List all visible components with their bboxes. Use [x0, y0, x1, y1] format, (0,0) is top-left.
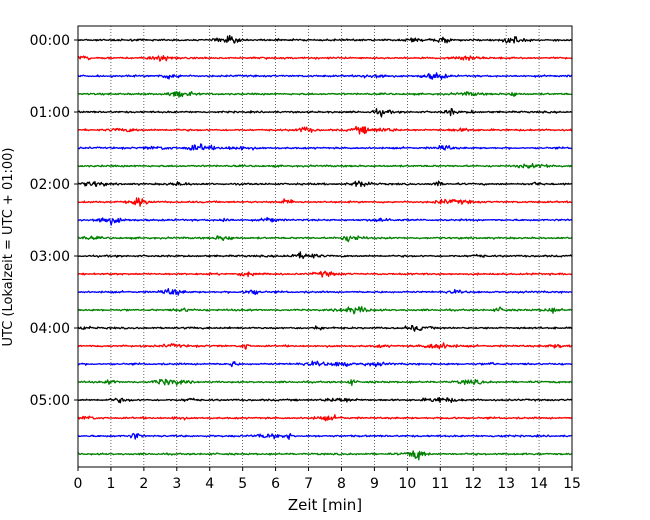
trace-line — [77, 143, 573, 151]
x-tick-label: 3 — [172, 476, 181, 492]
x-tick-label: 8 — [337, 476, 346, 492]
y-tick-label: 03:00 — [30, 249, 70, 265]
trace-line — [77, 270, 573, 278]
y-tick-label: 05:00 — [30, 393, 70, 409]
trace-line — [77, 55, 573, 62]
y-tick-label: 00:00 — [30, 33, 70, 49]
trace-line — [77, 125, 573, 135]
x-tick-label: 2 — [139, 476, 148, 492]
trace-line — [77, 216, 573, 226]
trace-line — [77, 162, 573, 169]
trace-line — [77, 287, 573, 296]
trace-series — [77, 34, 573, 461]
x-axis-label: Zeit [min] — [288, 496, 362, 514]
y-tick-label: 01:00 — [30, 105, 70, 121]
x-tick-label: 12 — [464, 476, 482, 492]
y-axis: 00:00 01:00 02:00 03:00 04:00 05:00 — [30, 33, 78, 409]
x-tick-label: 0 — [74, 476, 83, 492]
trace-line — [77, 251, 573, 260]
x-tick-label: 13 — [497, 476, 515, 492]
trace-line — [77, 90, 573, 98]
x-tick-label: 4 — [205, 476, 214, 492]
trace-line — [77, 235, 573, 243]
trace-line — [77, 72, 573, 80]
x-tick-label: 14 — [530, 476, 548, 492]
trace-line — [77, 360, 573, 368]
trace-line — [77, 180, 573, 188]
trace-line — [77, 396, 573, 404]
x-tick-label: 10 — [398, 476, 416, 492]
trace-line — [77, 432, 573, 440]
x-tick-label: 5 — [238, 476, 247, 492]
trace-line — [77, 306, 573, 315]
trace-line — [77, 342, 573, 350]
trace-line — [77, 34, 573, 44]
x-axis: 0 1 2 3 4 5 6 7 8 9 10 11 12 13 14 15 — [74, 467, 581, 492]
plot-frame — [77, 25, 573, 468]
x-tick-label: 9 — [370, 476, 379, 492]
x-tick-label: 15 — [563, 476, 581, 492]
x-tick-label: 6 — [271, 476, 280, 492]
x-tick-label: 1 — [106, 476, 115, 492]
trace-line — [77, 450, 573, 461]
x-tick-label: 11 — [431, 476, 449, 492]
trace-line — [77, 414, 573, 422]
trace-line — [77, 108, 573, 118]
y-tick-label: 04:00 — [30, 321, 70, 337]
trace-line — [77, 324, 573, 332]
x-tick-label: 7 — [304, 476, 313, 492]
trace-line — [77, 197, 573, 207]
y-tick-label: 02:00 — [30, 177, 70, 193]
trace-line — [77, 378, 573, 387]
y-axis-label: UTC (Lokalzeit = UTC + 01:00) — [1, 148, 16, 347]
